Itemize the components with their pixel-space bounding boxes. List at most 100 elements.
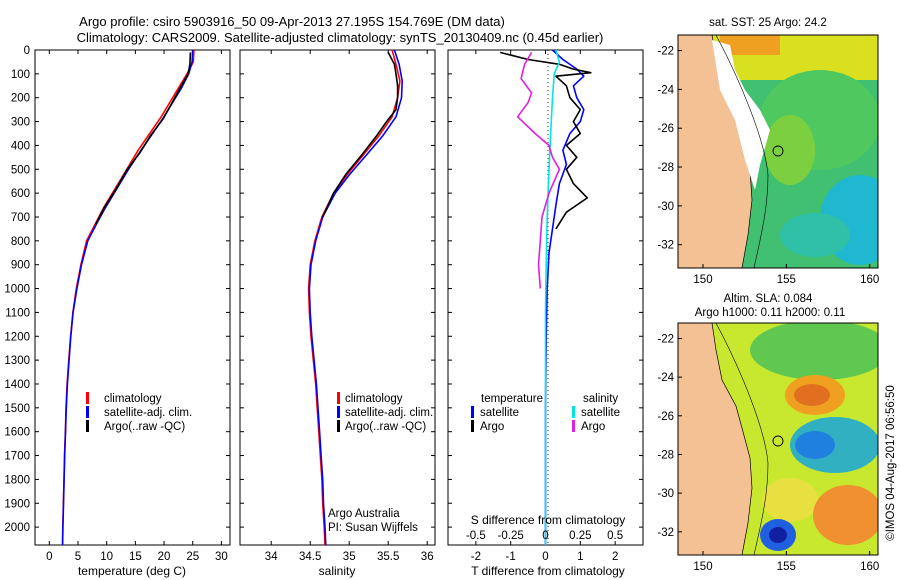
sst-cool-blob-2: [780, 213, 850, 257]
map-lon-label: 155: [777, 274, 796, 286]
title-line-1: Argo profile: csiro 5903916_50 09-Apr-20…: [79, 14, 505, 29]
sla-profile-marker: [772, 435, 784, 447]
salinity-legend: climatology satellite-adj. clim. Argo(..…: [337, 392, 433, 433]
sla-low-1-core: [795, 431, 835, 459]
sla-map-title-line-2: Argo h1000: 0.11 h2000: 0.11: [695, 307, 845, 319]
salinity-x-axis: 34 34.5 35 35.5 36: [265, 50, 434, 563]
depth-tick-label: 1800: [4, 474, 30, 486]
temperature-series: [61, 50, 195, 545]
map-lat-label: -22: [657, 46, 674, 58]
depth-tick-label: 2000: [4, 522, 30, 534]
temperature-x-tick-label: 15: [129, 551, 142, 563]
depth-tick-label: 0: [24, 45, 30, 57]
depth-tick-label: 900: [11, 260, 30, 272]
legend-label-satellite: satellite-adj. clim.: [345, 407, 433, 419]
s-difference-label: S difference from climatology: [471, 513, 626, 527]
s-difference-tick-label: 0: [542, 530, 548, 542]
salinity-x-tick-label: 36: [421, 551, 434, 563]
difference-x-tick-label: 1: [577, 551, 583, 563]
legend-header-temperature: temperature: [481, 393, 543, 405]
s-difference-ticks: -0.5 -0.25 0 0.25 0.5: [466, 530, 623, 542]
depth-tick-label: 1500: [4, 403, 30, 415]
sla-land: [678, 323, 753, 555]
sst-map: [678, 35, 878, 268]
sla-blob-2: [762, 478, 818, 522]
temperature-line-satellite-adj-clim: [61, 50, 194, 545]
sla-map-frame: [677, 322, 879, 556]
difference-x-tick-label: -1: [506, 551, 516, 563]
sst-warm-blob: [765, 115, 815, 185]
difference-line-temperature-satellite: [544, 50, 585, 545]
temperature-x-tick-label: 25: [186, 551, 199, 563]
difference-line-salinity-argo: [516, 51, 561, 289]
map-lat-label: -24: [657, 372, 674, 384]
map-lon-label: 150: [693, 274, 712, 286]
legend-swatch-t-argo: [471, 420, 474, 432]
sla-map-axes: -22 -24 -26 -28 -30 -32 150 155 160: [657, 333, 879, 573]
salinity-x-tick-label: 34: [265, 551, 278, 563]
legend-swatch-s-argo: [572, 420, 575, 432]
legend-header-salinity: salinity: [583, 393, 618, 405]
depth-tick-label: 1400: [4, 379, 30, 391]
sst-map-title: sat. SST: 25 Argo: 24.2: [709, 17, 827, 29]
annotation-line-2: PI: Susan Wijffels: [328, 522, 418, 534]
depth-tick-label: 800: [11, 236, 30, 248]
sst-map-axes: -22 -24 -26 -28 -30 -32 150 155 160: [657, 46, 879, 286]
temperature-panel-frame: [34, 49, 231, 546]
legend-label-argo: Argo(..raw -QC): [345, 421, 426, 433]
salinity-panel-frame: [239, 49, 436, 546]
depth-tick-label: 1600: [4, 427, 30, 439]
sla-high-1-core: [794, 384, 830, 406]
legend-swatch-argo: [337, 420, 340, 432]
map-lon-label: 160: [860, 274, 879, 286]
sla-shelf-contour: [715, 323, 769, 555]
salinity-xlabel: salinity: [319, 564, 356, 578]
legend-swatch-s-satellite: [572, 406, 575, 418]
sst-map-frame: [677, 34, 879, 269]
temperature-x-tick-label: 5: [75, 551, 81, 563]
depth-tick-label: 400: [11, 140, 30, 152]
temperature-line-argo-raw-qc: [95, 52, 192, 225]
s-difference-tick-label: -0.5: [466, 530, 486, 542]
difference-legend: temperature salinity satellite Argo sate…: [471, 393, 620, 433]
salinity-line-argo-raw-qc: [321, 52, 399, 218]
map-lon-label: 150: [693, 561, 712, 573]
legend-label-climatology: climatology: [345, 393, 403, 405]
depth-tick-label: 700: [11, 212, 30, 224]
t-difference-xlabel: T difference from climatology: [471, 564, 625, 578]
depth-tick-label: 1900: [4, 498, 30, 510]
depth-tick-label: 1200: [4, 331, 30, 343]
salinity-x-tick-label: 35.5: [377, 551, 399, 563]
temperature-legend: climatology satellite-adj. clim. Argo(..…: [86, 392, 192, 433]
depth-tick-label: 1000: [4, 284, 30, 296]
difference-x-tick-label: -2: [471, 551, 481, 563]
depth-tick-label: 1100: [5, 307, 30, 319]
salinity-series: [307, 50, 404, 545]
map-lat-label: -22: [657, 333, 674, 345]
map-lat-label: -32: [657, 527, 674, 539]
depth-tick-label: 500: [11, 164, 30, 176]
difference-x-tick-label: 2: [612, 551, 618, 563]
legend-label-t-argo: Argo: [480, 421, 504, 433]
map-lat-label: -28: [657, 449, 674, 461]
sst-profile-marker: [772, 145, 784, 157]
legend-swatch-satellite: [337, 406, 340, 418]
title-line-2: Climatology: CARS2009. Satellite-adjuste…: [77, 30, 604, 45]
depth-tick-label: 1300: [4, 355, 30, 367]
difference-series: [500, 50, 592, 545]
sla-low-2-core: [769, 527, 787, 543]
sla-blob-1: [750, 323, 878, 380]
depth-tick-label: 600: [11, 188, 30, 200]
temperature-x-tick-label: 10: [100, 551, 113, 563]
temperature-x-tick-label: 20: [158, 551, 171, 563]
temperature-x-tick-label: 30: [215, 551, 228, 563]
salinity-x-tick-label: 34.5: [299, 551, 321, 563]
timestamp: ©IMOS 04-Aug-2017 06:56:50: [885, 385, 897, 541]
map-lat-label: -26: [657, 123, 674, 135]
difference-x-tick-label: 0: [542, 551, 548, 563]
legend-swatch-t-satellite: [471, 406, 474, 418]
legend-label-climatology: climatology: [104, 393, 162, 405]
legend-label-satellite: satellite-adj. clim.: [104, 407, 192, 419]
sst-hot-patch: [720, 35, 780, 55]
map-lon-label: 155: [777, 561, 796, 573]
